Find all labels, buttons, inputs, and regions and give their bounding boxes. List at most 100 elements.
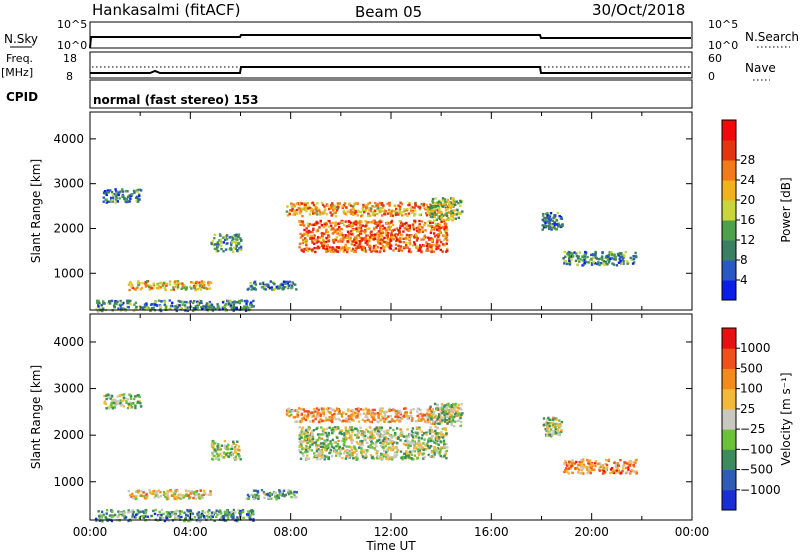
data-cell [232, 516, 235, 520]
data-cell [415, 227, 419, 230]
data-cell [217, 304, 220, 308]
data-cell [160, 513, 163, 517]
data-cell [632, 461, 635, 464]
data-cell [360, 451, 363, 454]
data-cell [369, 454, 373, 457]
data-cell [316, 238, 319, 241]
data-cell [252, 299, 255, 303]
data-cell [408, 456, 411, 460]
data-cell [216, 245, 220, 248]
data-cell [136, 490, 140, 493]
data-cell [356, 234, 359, 237]
data-cell [100, 305, 103, 308]
data-cell [322, 232, 325, 235]
data-cell [622, 467, 625, 470]
data-cell [159, 495, 162, 498]
data-cell [426, 243, 430, 246]
data-cell [383, 437, 386, 440]
data-cell [358, 221, 361, 224]
data-cell [125, 400, 128, 403]
data-cell [326, 204, 330, 207]
data-cell [421, 226, 424, 229]
data-cell [354, 411, 357, 414]
data-cell [438, 238, 441, 242]
data-cell [584, 250, 587, 254]
data-cell [367, 234, 370, 237]
data-cell [416, 448, 420, 451]
data-cell [451, 215, 454, 218]
data-cell [120, 511, 123, 514]
data-cell [304, 431, 308, 435]
data-cell [125, 401, 128, 405]
data-cell [224, 519, 228, 522]
data-cell [246, 514, 249, 518]
data-cell [301, 448, 304, 451]
data-cell [196, 287, 199, 291]
data-cell [356, 214, 359, 217]
data-cell [387, 242, 391, 245]
data-cell [568, 257, 571, 260]
data-cell [601, 251, 604, 254]
data-cell [394, 446, 397, 449]
data-cell [174, 308, 177, 311]
data-cell [429, 215, 433, 218]
data-cell [337, 222, 341, 225]
data-cell [379, 249, 382, 253]
data-cell [320, 407, 324, 410]
data-cell [383, 212, 387, 216]
data-cell [417, 443, 421, 447]
data-cell [324, 247, 327, 251]
data-cell [446, 206, 449, 209]
data-region-0 [103, 393, 143, 410]
data-cell [342, 411, 345, 414]
data-cell [131, 496, 134, 500]
data-cell [375, 426, 378, 429]
data-cell [397, 249, 401, 252]
data-cell [337, 452, 340, 455]
data-cell [189, 509, 193, 512]
data-cell [156, 493, 159, 496]
data-cell [385, 429, 389, 432]
data-cell [438, 227, 441, 230]
data-cell [319, 414, 322, 418]
data-cell [334, 215, 338, 218]
data-cell [195, 492, 198, 495]
data-cell [143, 303, 147, 306]
data-cell [325, 230, 328, 234]
data-cell [130, 495, 133, 498]
data-cell [586, 261, 589, 264]
data-cell [121, 399, 124, 402]
data-cell [97, 299, 100, 303]
data-cell [306, 431, 309, 434]
data-cell [372, 418, 375, 421]
data-cell [351, 454, 354, 457]
data-cell [619, 260, 622, 263]
data-cell [145, 493, 148, 496]
data-cell [303, 224, 306, 227]
data-cell [327, 234, 330, 237]
data-cell [110, 405, 113, 408]
data-cell [430, 239, 434, 243]
colorbar-tick-label: 24 [740, 173, 755, 187]
data-cell [426, 444, 430, 448]
data-cell [395, 413, 398, 416]
data-cell [564, 459, 567, 463]
data-cell [611, 470, 614, 474]
data-cell [257, 494, 260, 498]
data-cell [334, 211, 337, 214]
data-cell [591, 262, 594, 265]
data-cell [300, 248, 303, 252]
data-cell [428, 208, 432, 211]
data-cell [148, 288, 152, 291]
data-cell [445, 236, 448, 239]
data-cell [613, 253, 616, 256]
data-cell [332, 209, 335, 212]
data-cell [395, 236, 398, 239]
data-cell [222, 250, 225, 253]
data-cell [327, 443, 330, 446]
data-cell [356, 453, 359, 456]
data-cell [422, 457, 425, 460]
data-cell [621, 255, 624, 258]
data-region-4 [245, 489, 298, 501]
